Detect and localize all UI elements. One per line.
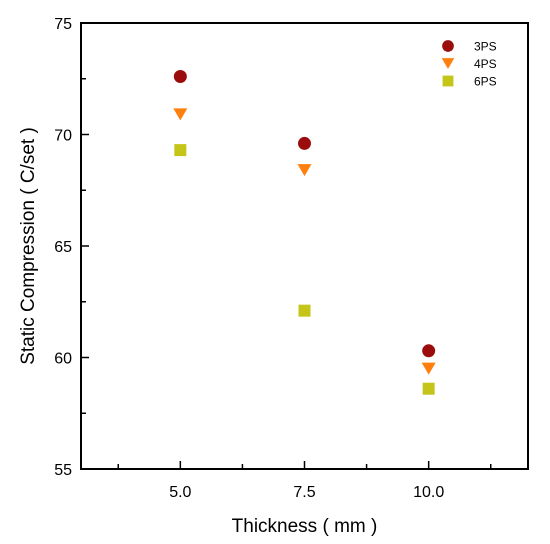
data-point-6ps [422,382,435,395]
data-point-6ps [174,144,187,157]
data-point-6ps [298,304,311,317]
x-tick-label: 5.0 [169,484,191,501]
legend-marker-3ps [442,40,454,52]
legend-label-4ps: 4PS [474,57,497,71]
legend-label-3ps: 3PS [474,40,497,54]
plot-area-frame [80,22,529,470]
y-tick-label: 55 [54,462,72,479]
y-tick-label: 70 [54,128,72,145]
data-point-3ps [298,136,311,150]
data-point-3ps [173,70,187,84]
data-point-4ps [297,164,312,177]
legend-marker-4ps [441,58,455,69]
y-tick-label: 65 [54,239,72,256]
data-point-3ps [422,344,436,358]
y-axis-title: Static Compression ( C/set ) [18,127,39,365]
data-point-4ps [421,362,436,375]
y-tick-label: 75 [54,16,72,33]
legend-label-6ps: 6PS [474,75,497,89]
legend-marker-6ps [442,75,454,87]
y-tick-label: 60 [54,351,72,368]
x-tick-label: 10.0 [413,484,444,501]
data-point-4ps [173,108,188,121]
x-axis-title: Thickness ( mm ) [232,516,378,537]
x-tick-label: 7.5 [293,484,315,501]
